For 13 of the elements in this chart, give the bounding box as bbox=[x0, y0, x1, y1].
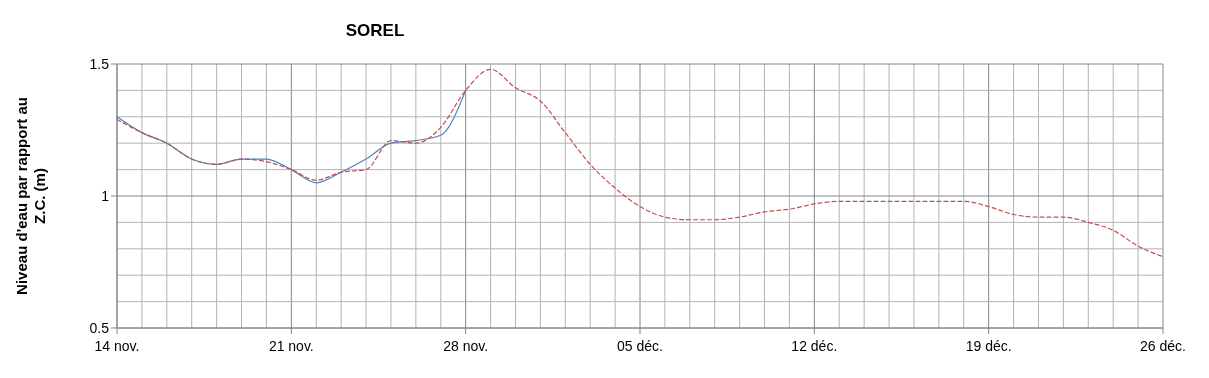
x-tick-label: 14 nov. bbox=[94, 338, 140, 354]
line-series bbox=[116, 89, 467, 184]
y-tick-label: 1 bbox=[101, 188, 110, 204]
y-tick-label: 0.5 bbox=[89, 320, 110, 336]
x-tick-label: 21 nov. bbox=[268, 338, 314, 354]
x-tick-label: 28 nov. bbox=[443, 338, 489, 354]
x-tick-label: 05 déc. bbox=[617, 338, 663, 354]
chart-title: SOREL bbox=[345, 21, 405, 40]
x-tick-label: 19 déc. bbox=[965, 338, 1012, 354]
x-tick-label: 26 déc. bbox=[1140, 338, 1186, 354]
x-tick-label: 12 déc. bbox=[791, 338, 838, 354]
y-axis-title: Niveau d'eau par rapport au Z.C. (m) bbox=[13, 97, 48, 295]
y-tick-label: 1.5 bbox=[89, 56, 110, 72]
